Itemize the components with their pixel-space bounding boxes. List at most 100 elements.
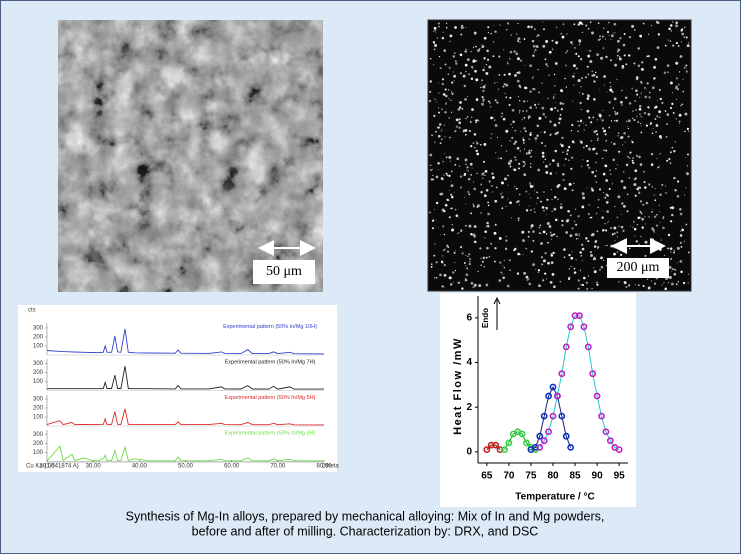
speckle (563, 256, 566, 259)
speckle (496, 101, 499, 104)
speckle (472, 205, 476, 208)
speckle (614, 112, 618, 116)
speckle (680, 105, 682, 107)
speckle (634, 194, 637, 197)
data-point (584, 343, 592, 351)
speckle (494, 247, 497, 250)
speckle (658, 165, 660, 167)
speckle (464, 158, 468, 162)
speckle (583, 276, 586, 280)
speckle (475, 119, 478, 122)
speckle (650, 210, 653, 213)
speckle (653, 231, 656, 233)
speckle (520, 131, 522, 133)
speckle (588, 147, 592, 151)
speckle (628, 54, 631, 57)
speckle (517, 22, 519, 25)
data-point (606, 437, 614, 445)
speckle (441, 36, 445, 40)
speckle (647, 112, 651, 116)
speckle (602, 210, 604, 212)
x-tick-label: 75 (525, 471, 537, 482)
speckle (431, 168, 433, 170)
speckle (581, 31, 583, 34)
speckle (587, 240, 590, 243)
speckle (677, 83, 680, 86)
speckle (467, 255, 469, 257)
speckle (586, 288, 588, 290)
speckle (636, 115, 638, 118)
speckle (442, 249, 445, 252)
speckle (429, 90, 432, 94)
speckle (598, 188, 602, 191)
speckle (519, 150, 521, 152)
speckle (521, 230, 525, 234)
speckle (683, 194, 686, 196)
speckle (656, 214, 658, 216)
speckle (585, 237, 588, 240)
speckle (441, 128, 443, 130)
speckle (577, 238, 579, 240)
speckle (580, 119, 583, 122)
speckle (678, 71, 681, 73)
speckle (546, 221, 550, 225)
speckle (565, 86, 568, 88)
speckle (513, 142, 516, 145)
speckle (494, 99, 497, 102)
speckle (430, 178, 434, 181)
speckle (518, 167, 520, 170)
speckle (534, 28, 536, 31)
speckle (483, 36, 487, 40)
speckle (582, 159, 584, 161)
speckle (550, 234, 554, 237)
speckle (502, 85, 505, 88)
speckle (625, 120, 628, 123)
speckle (524, 130, 527, 133)
speckle (670, 29, 673, 32)
speckle (500, 115, 503, 118)
speckle (567, 277, 571, 281)
speckle (504, 92, 506, 94)
speckle (616, 236, 618, 238)
speckle (508, 72, 511, 76)
speckle (545, 39, 549, 43)
speckle (476, 152, 480, 156)
annotation: Cu Ka (1.541874 A) (26, 464, 79, 470)
speckle (617, 195, 621, 199)
speckle (663, 282, 665, 284)
speckle (621, 104, 623, 106)
speckle (653, 65, 657, 69)
speckle (433, 48, 436, 51)
speckle (459, 53, 463, 57)
speckle (519, 204, 521, 206)
y-axis-label: Heat Flow /mW (452, 337, 464, 435)
speckle (671, 268, 674, 271)
speckle (586, 187, 588, 189)
speckle (669, 247, 673, 250)
speckle (592, 259, 595, 261)
speckle (621, 65, 625, 68)
micrograph-2-scale: 200 μm (607, 238, 669, 278)
speckle (505, 83, 509, 87)
speckle (514, 140, 518, 144)
speckle (439, 273, 442, 277)
speckle (500, 145, 503, 147)
speckle (511, 108, 515, 112)
speckle (611, 34, 614, 38)
speckle (453, 80, 455, 82)
speckle (554, 94, 556, 96)
speckle (480, 86, 482, 89)
speckle (655, 131, 657, 133)
speckle (606, 194, 609, 197)
speckle (525, 110, 528, 112)
speckle (639, 163, 643, 166)
speckle (544, 58, 547, 61)
speckle (472, 286, 475, 289)
speckle (628, 102, 632, 105)
speckle (544, 272, 547, 275)
speckle (684, 112, 688, 116)
speckle (529, 133, 532, 136)
speckle (472, 46, 475, 48)
speckle (560, 144, 564, 148)
speckle (441, 82, 444, 86)
